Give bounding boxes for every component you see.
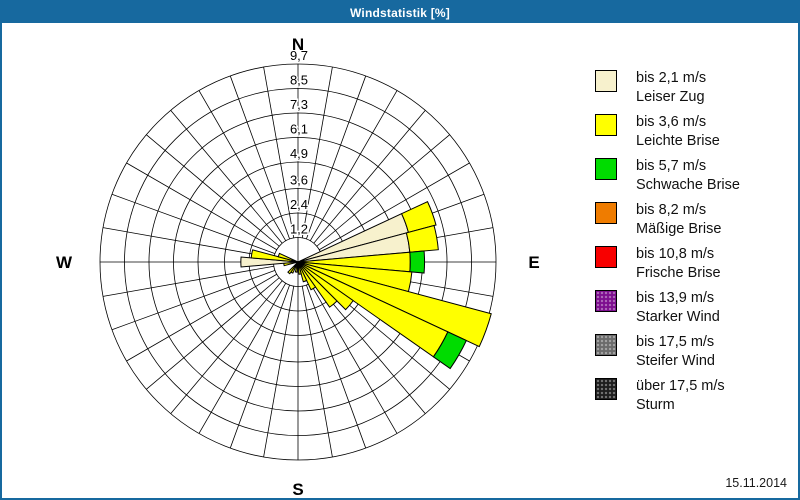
petal-segment <box>240 256 299 268</box>
legend-name: Mäßige Brise <box>636 221 722 237</box>
legend-item: bis 17,5 m/s Steifer Wind <box>595 333 795 377</box>
legend-speed: über 17,5 m/s <box>636 378 725 394</box>
legend-swatch <box>595 114 617 136</box>
compass-label-w: W <box>56 253 73 272</box>
legend-name: Steifer Wind <box>636 353 715 369</box>
petal-segment <box>405 224 439 253</box>
legend-item: bis 10,8 m/s Frische Brise <box>595 245 795 289</box>
wind-rose-svg: 1,2 2,4 3,6 4,9 6,1 7,3 8,5 9,7N E S W <box>56 35 540 499</box>
legend-speed: bis 17,5 m/s <box>636 334 715 350</box>
legend-swatch <box>595 70 617 92</box>
legend-item: bis 5,7 m/s Schwache Brise <box>595 157 795 201</box>
petal-segment <box>409 250 426 274</box>
legend-swatch <box>595 202 617 224</box>
petal-segment <box>297 261 317 291</box>
legend-swatch <box>595 378 617 400</box>
legend-item: bis 3,6 m/s Leichte Brise <box>595 113 795 157</box>
legend-name: Frische Brise <box>636 265 721 281</box>
legend-item: bis 8,2 m/s Mäßige Brise <box>595 201 795 245</box>
compass-label-e: E <box>528 253 539 272</box>
petals <box>240 200 492 370</box>
petal-segment <box>297 261 492 348</box>
ring-labels: 1,2 2,4 3,6 4,9 6,1 7,3 8,5 9,7 <box>288 47 309 239</box>
title-bar: Windstatistik [%] <box>2 2 798 23</box>
legend-item: bis 13,9 m/s Starker Wind <box>595 289 795 333</box>
legend-name: Leichte Brise <box>636 133 720 149</box>
ring-label: 3,6 <box>290 173 308 188</box>
petal-segment <box>297 261 354 311</box>
compass-labels: N E S W <box>56 35 540 499</box>
date-label: 15.11.2014 <box>725 476 787 490</box>
legend-item: über 17,5 m/s Sturm <box>595 377 795 421</box>
ring-label: 6,1 <box>290 121 308 136</box>
legend-swatch <box>595 158 617 180</box>
petal-segment <box>297 261 302 275</box>
petal-segment <box>287 261 299 275</box>
legend-swatch <box>595 290 617 312</box>
petal-segment <box>277 252 299 263</box>
petal-segment <box>400 200 437 234</box>
chart-area: 1,2 2,4 3,6 4,9 6,1 7,3 8,5 9,7 N E S W bis 2,1 m/s… <box>4 23 796 499</box>
ring-label: 8,5 <box>290 72 308 87</box>
legend-speed: bis 5,7 m/s <box>636 158 707 174</box>
legend-speed: bis 3,6 m/s <box>636 114 707 130</box>
petal-segment <box>297 261 308 283</box>
petal-segment <box>432 331 468 370</box>
ring-label: 4,9 <box>290 146 308 161</box>
ring-label: 1,2 <box>290 222 308 237</box>
ring-label: 9,7 <box>290 48 308 63</box>
ring-label: 7,3 <box>290 97 308 112</box>
ring-label: 2,4 <box>290 197 308 212</box>
legend-name: Schwache Brise <box>636 177 740 193</box>
compass-label-n: N <box>292 35 304 54</box>
legend-speed: bis 2,1 m/s <box>636 70 707 86</box>
legend-item: bis 2,1 m/s Leiser Zug <box>595 69 795 113</box>
legend-swatch <box>595 246 617 268</box>
legend-speed: bis 13,9 m/s <box>636 290 715 306</box>
compass-label-s: S <box>292 480 303 499</box>
petal-segment <box>297 261 338 308</box>
legend-swatch <box>595 334 617 356</box>
legend-name: Starker Wind <box>636 309 720 325</box>
legend-name: Leiser Zug <box>636 89 705 105</box>
legend-speed: bis 10,8 m/s <box>636 246 715 262</box>
legend-speed: bis 8,2 m/s <box>636 202 707 218</box>
legend-name: Sturm <box>636 397 675 413</box>
window-title: Windstatistik [%] <box>350 5 450 20</box>
legend: bis 2,1 m/s Leiser Zug bis 3,6 m/s Leich… <box>595 69 795 421</box>
